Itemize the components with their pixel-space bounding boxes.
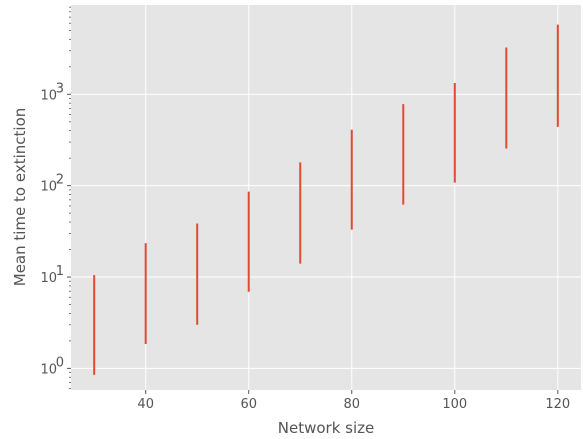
x-tick-label: 80 — [343, 397, 360, 412]
y-tick-label: 10 — [40, 88, 57, 103]
y-tick-exponent: 1 — [56, 264, 64, 279]
x-tick-label: 60 — [240, 397, 257, 412]
y-tick-exponent: 3 — [56, 81, 64, 96]
plot-area — [71, 5, 581, 390]
y-tick-label: 10 — [40, 362, 57, 377]
error-bars — [93, 24, 559, 375]
gridlines — [71, 5, 581, 390]
y-tick-exponent: 0 — [56, 355, 64, 370]
y-minor-ticks — [69, 6, 71, 390]
x-axis-label: Network size — [278, 419, 374, 437]
x-axis-ticks: 40 60 80 100 120 — [137, 390, 570, 412]
y-axis-label: Mean time to extinction — [11, 108, 29, 287]
x-tick-label: 100 — [442, 397, 467, 412]
x-tick-label: 120 — [545, 397, 570, 412]
x-tick-label: 40 — [137, 397, 154, 412]
y-tick-label: 10 — [40, 271, 57, 286]
y-tick-label: 10 — [40, 180, 57, 195]
y-tick-exponent: 2 — [56, 173, 64, 188]
